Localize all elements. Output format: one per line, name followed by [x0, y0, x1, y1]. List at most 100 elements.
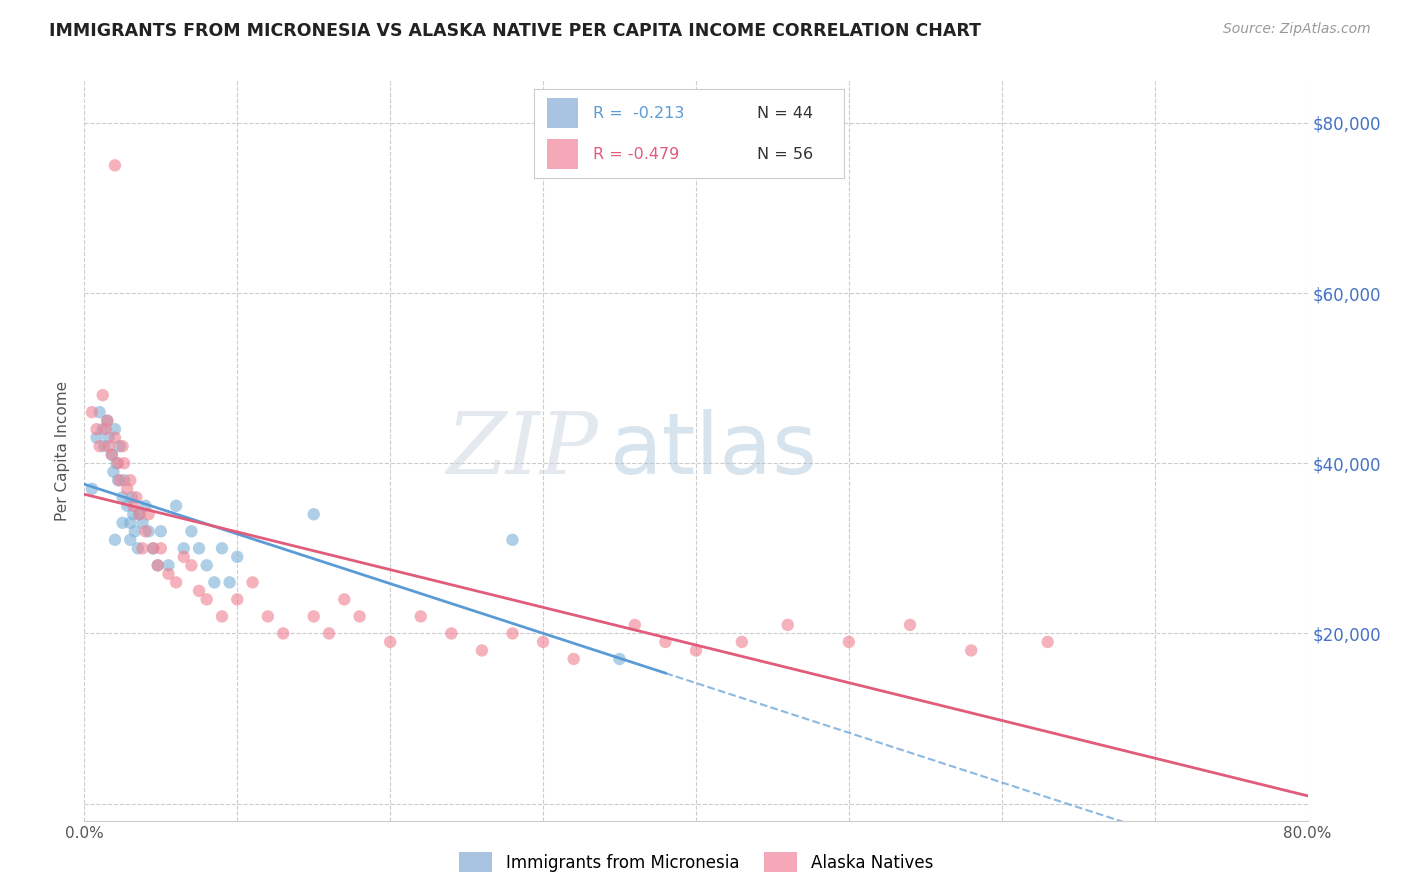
Point: [609, 652, 631, 666]
Bar: [547, 139, 578, 169]
Point: [531, 635, 554, 649]
Point: [108, 439, 131, 453]
Point: [89, 439, 111, 453]
Point: [128, 508, 150, 522]
Point: [349, 609, 371, 624]
Text: N = 56: N = 56: [756, 147, 813, 161]
Point: [188, 541, 211, 556]
Text: N = 44: N = 44: [756, 106, 813, 120]
Point: [108, 473, 131, 487]
Y-axis label: Per Capita Income: Per Capita Income: [55, 380, 70, 521]
Point: [120, 516, 142, 530]
Point: [654, 635, 676, 649]
Point: [409, 609, 432, 624]
Point: [111, 516, 134, 530]
Text: atlas: atlas: [610, 409, 818, 492]
Legend: Immigrants from Micronesia, Alaska Natives: Immigrants from Micronesia, Alaska Nativ…: [453, 846, 939, 879]
Point: [104, 431, 127, 445]
Point: [502, 533, 524, 547]
Point: [93, 439, 115, 453]
Point: [89, 405, 111, 419]
Point: [111, 490, 134, 504]
Point: [96, 414, 118, 428]
Point: [86, 422, 108, 436]
Point: [776, 618, 799, 632]
Point: [180, 558, 202, 573]
Point: [111, 439, 134, 453]
Point: [115, 482, 138, 496]
Point: [149, 524, 172, 539]
Point: [960, 643, 983, 657]
Point: [173, 549, 195, 564]
Point: [104, 422, 127, 436]
Point: [115, 499, 138, 513]
Point: [122, 508, 145, 522]
Point: [86, 431, 108, 445]
Point: [146, 558, 169, 573]
Point: [271, 626, 294, 640]
Point: [731, 635, 754, 649]
Point: [104, 158, 127, 172]
Point: [257, 609, 280, 624]
Point: [149, 541, 172, 556]
Point: [380, 635, 402, 649]
Point: [91, 422, 114, 436]
Text: ZIP: ZIP: [446, 409, 598, 491]
Point: [121, 490, 143, 504]
Point: [138, 524, 160, 539]
Point: [624, 618, 647, 632]
Point: [142, 541, 165, 556]
Point: [103, 465, 125, 479]
Point: [685, 643, 707, 657]
Point: [104, 533, 127, 547]
Point: [195, 592, 218, 607]
Bar: [547, 98, 578, 128]
Point: [562, 652, 585, 666]
Point: [188, 583, 211, 598]
Point: [107, 473, 129, 487]
Point: [1036, 635, 1059, 649]
Point: [202, 575, 225, 590]
Point: [173, 541, 195, 556]
Point: [101, 448, 124, 462]
Point: [91, 388, 114, 402]
Point: [96, 414, 118, 428]
Point: [120, 473, 142, 487]
Point: [502, 626, 524, 640]
Point: [97, 431, 120, 445]
Point: [226, 549, 249, 564]
Point: [157, 558, 180, 573]
Point: [112, 456, 135, 470]
Point: [124, 524, 146, 539]
Point: [898, 618, 921, 632]
Point: [211, 541, 233, 556]
Point: [112, 473, 135, 487]
Point: [131, 541, 153, 556]
Point: [146, 558, 169, 573]
Point: [318, 626, 340, 640]
Point: [142, 541, 165, 556]
Point: [242, 575, 264, 590]
Point: [138, 508, 160, 522]
Point: [180, 524, 202, 539]
Point: [105, 456, 128, 470]
Point: [333, 592, 356, 607]
Text: Source: ZipAtlas.com: Source: ZipAtlas.com: [1223, 22, 1371, 37]
Point: [80, 482, 103, 496]
Point: [440, 626, 463, 640]
Point: [131, 516, 153, 530]
Point: [107, 456, 129, 470]
Point: [127, 541, 149, 556]
Point: [97, 439, 120, 453]
Point: [838, 635, 860, 649]
Point: [218, 575, 240, 590]
Point: [128, 508, 150, 522]
Point: [122, 499, 145, 513]
Point: [471, 643, 494, 657]
Point: [101, 448, 124, 462]
Point: [120, 533, 142, 547]
Point: [94, 422, 117, 436]
Point: [135, 499, 157, 513]
Point: [195, 558, 218, 573]
Point: [157, 566, 180, 581]
